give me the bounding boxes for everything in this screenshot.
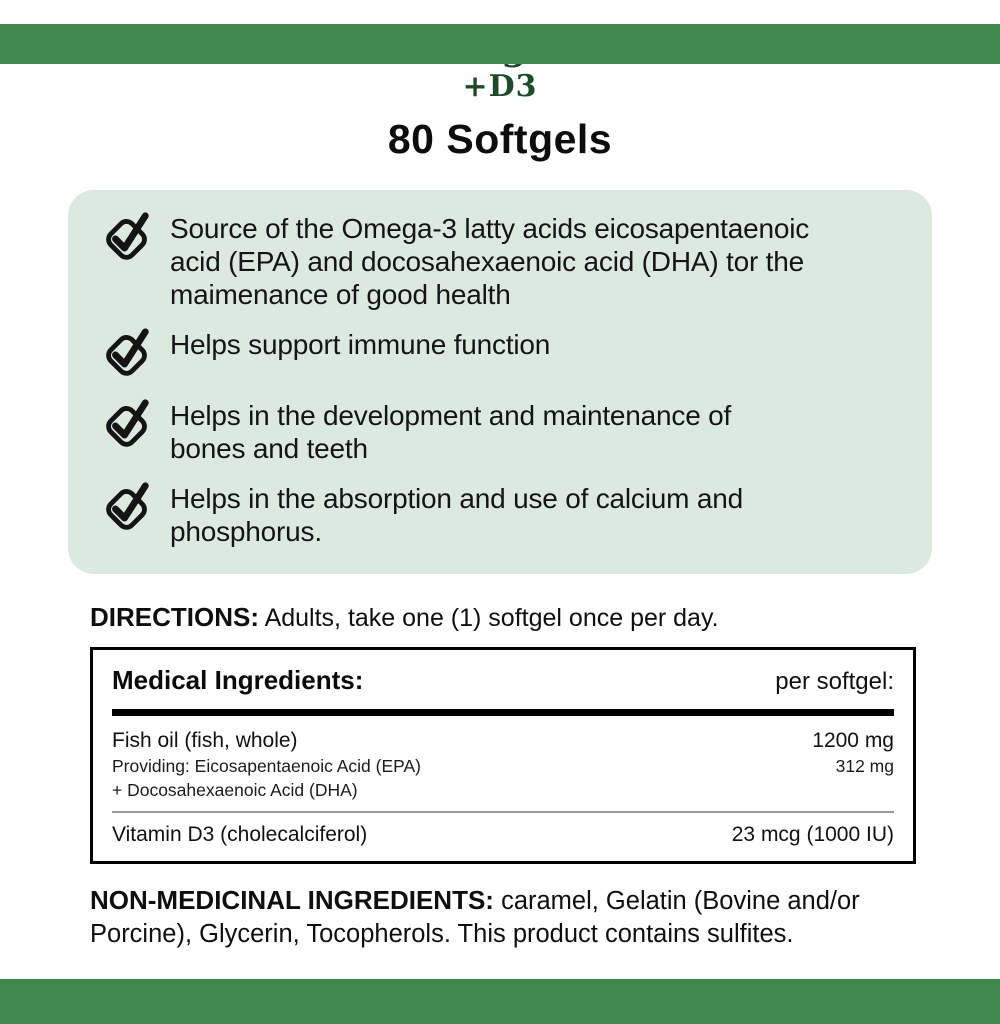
benefit-text: Helps support immune function <box>170 329 551 360</box>
ingredient-amount: 23 mcg (1000 IU) <box>731 823 894 846</box>
non-medicinal-text: caramel, Gelatin (Bovine and/or Porcine)… <box>90 887 860 948</box>
directions-label: DIRECTIONS: <box>90 602 259 632</box>
bottom-green-band <box>0 979 1000 1024</box>
medical-ingredients-table: Medical Ingredients: per softgel: Fish o… <box>90 647 916 864</box>
benefit-text: Source of the Omega-3 latty acids eicosa… <box>170 213 810 310</box>
non-medicinal-section: NON-MEDICINAL INGREDIENTS: caramel, Gela… <box>90 884 910 951</box>
brand-subtitle: +D3 <box>462 69 538 104</box>
benefit-item: Helps in the absorption and use of calci… <box>100 482 898 548</box>
ingredient-amount: 1200 mg <box>812 729 894 752</box>
ingredient-name: + Docosahexaenoic Acid (DHA) <box>112 780 358 800</box>
table-header: Medical Ingredients: per softgel: <box>109 665 897 696</box>
ingredient-name: Providing: Eicosapentaenoic Acid (EPA) <box>112 756 422 776</box>
check-diamond-icon <box>100 478 154 536</box>
table-row: + Docosahexaenoic Acid (DHA) <box>109 778 897 802</box>
benefit-item: Source of the Omega-3 latty acids eicosa… <box>100 212 898 311</box>
table-header-unit: per softgel: <box>775 668 894 695</box>
benefit-item: Helps support immune function <box>100 328 898 382</box>
check-diamond-icon <box>100 395 154 453</box>
table-header-title: Medical Ingredients: <box>112 665 364 695</box>
check-diamond-icon <box>100 324 154 382</box>
benefit-item: Helps in the development and maintenance… <box>100 399 898 465</box>
benefit-text: Helps in the absorption and use of calci… <box>170 483 743 547</box>
directions-text: Adults, take one (1) softgel once per da… <box>264 604 719 632</box>
check-diamond-icon <box>100 208 154 266</box>
non-medicinal-label: NON-MEDICINAL INGREDIENTS: <box>90 885 494 915</box>
table-row: Vitamin D3 (cholecalciferol) 23 mcg (100… <box>109 821 897 848</box>
directions-line: DIRECTIONS: Adults, take one (1) softgel… <box>90 602 1000 633</box>
ingredient-name: Fish oil (fish, whole) <box>112 729 298 752</box>
benefits-panel: Source of the Omega-3 latty acids eicosa… <box>68 190 932 574</box>
ingredient-amount: 312 mg <box>835 756 894 776</box>
softgel-count: 80 Softgels <box>387 116 613 162</box>
table-row: Providing: Eicosapentaenoic Acid (EPA) 3… <box>109 754 897 778</box>
table-row: Fish oil (fish, whole) 1200 mg <box>109 727 897 754</box>
benefit-text: Helps in the development and maintenance… <box>170 400 732 464</box>
ingredient-name: Vitamin D3 (cholecalciferol) <box>112 823 368 846</box>
table-thick-rule <box>112 709 894 716</box>
table-row-divider <box>112 811 894 813</box>
top-green-band <box>0 24 1000 64</box>
